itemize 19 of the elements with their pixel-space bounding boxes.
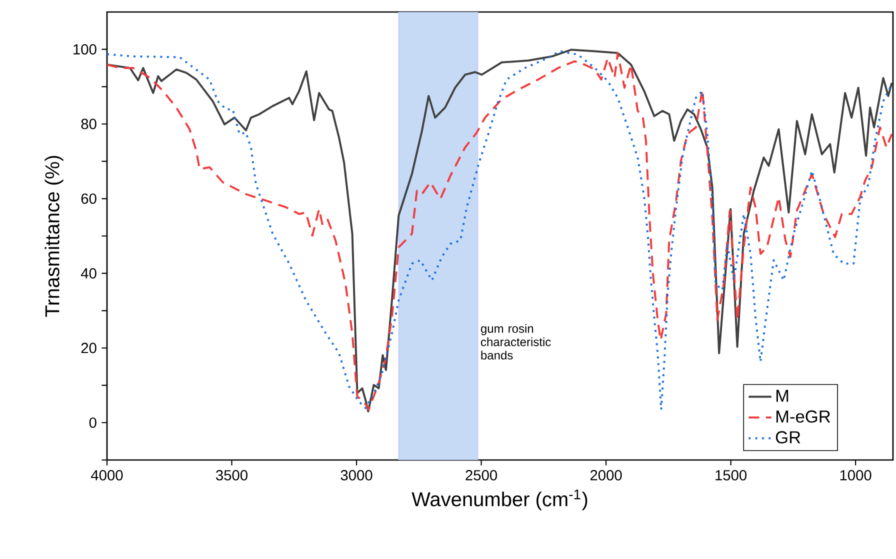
band-label: gum rosin characteristic bands: [480, 324, 551, 360]
x-tick-label: 3000: [340, 470, 372, 480]
x-tick-label: 2000: [590, 470, 622, 480]
y-tick-label: 20: [81, 342, 96, 354]
x-tick-label: 2500: [466, 470, 497, 480]
x-tick-label: 4000: [91, 470, 123, 480]
x-axis-title: Wavenumber (cm$^{-1}$): [412, 490, 588, 510]
x-tick-label: 1000: [840, 470, 872, 480]
y-axis-title: Trnasmittance (%): [44, 156, 64, 317]
legend-label: GR: [776, 431, 800, 444]
legend-label: M-eGR: [776, 410, 830, 423]
y-tick-label: 80: [81, 118, 96, 130]
x-tick-label: 1500: [716, 470, 747, 480]
y-tick-label: 100: [74, 44, 96, 55]
y-tick-label: 40: [80, 268, 96, 279]
legend-label: M: [776, 390, 788, 402]
y-tick-label: 0: [89, 417, 96, 428]
x-tick-label: 3500: [216, 470, 248, 480]
y-tick-label: 60: [81, 193, 96, 204]
